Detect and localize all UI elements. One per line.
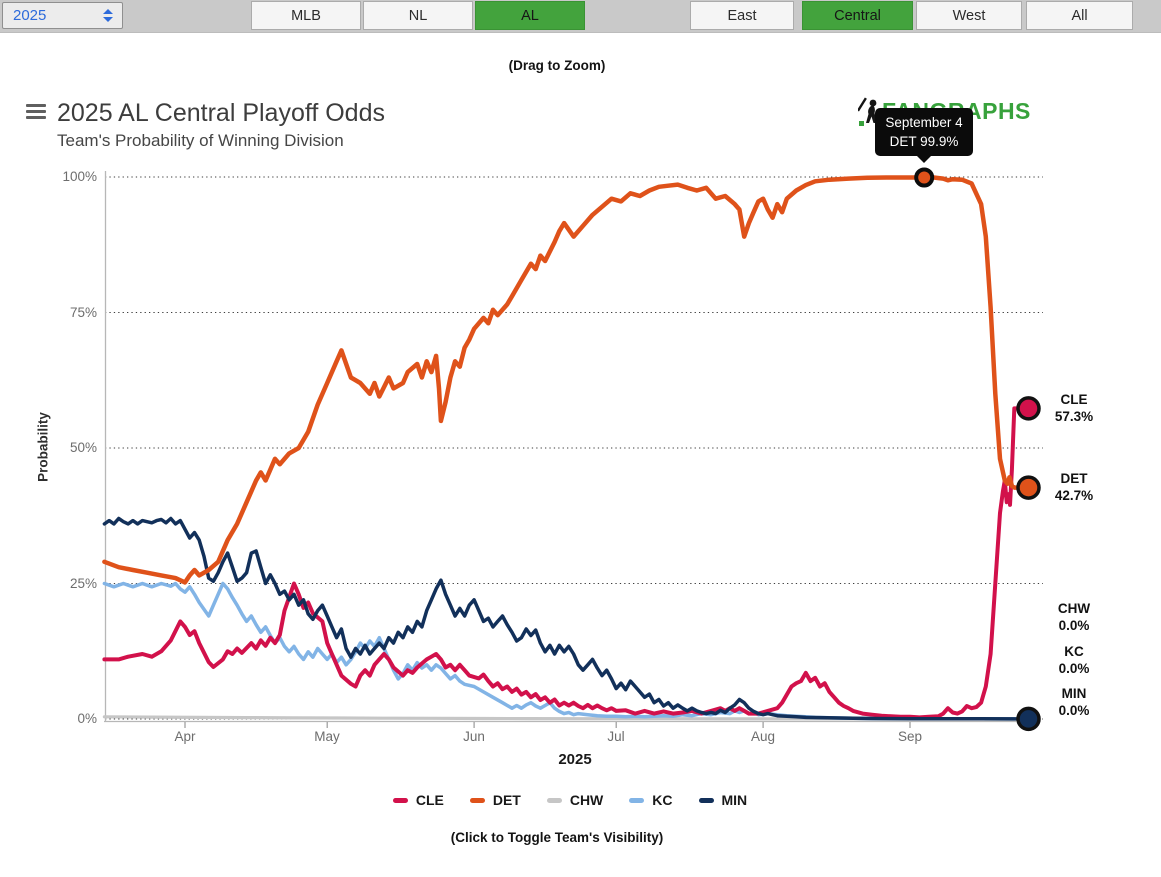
drag-to-zoom-hint: (Drag to Zoom) (508, 58, 606, 73)
hamburger-icon (26, 104, 46, 107)
league-button-mlb[interactable]: MLB (251, 1, 361, 30)
end-label-chw: CHW 0.0% (1057, 601, 1091, 633)
x-tick-label-aug: Aug (750, 729, 776, 744)
x-tick-label-may: May (314, 729, 340, 744)
legend-swatch-min (698, 797, 714, 803)
toggle-visibility-hint: (Click to Toggle Team's Visibility) (450, 830, 664, 845)
division-button-west[interactable]: West (916, 1, 1022, 30)
league-button-nl[interactable]: NL (363, 1, 473, 30)
legend-label-min: MIN (721, 792, 748, 808)
legend-swatch-det (469, 797, 485, 803)
tooltip-pointer (916, 155, 932, 163)
legend-item-min[interactable]: MIN (698, 792, 748, 808)
series-line-kc (102, 581, 1017, 721)
end-marker-min (1016, 706, 1041, 732)
hover-marker (914, 167, 935, 188)
legend-item-det[interactable]: DET (469, 792, 521, 808)
division-button-all[interactable]: All (1026, 1, 1133, 30)
legend-swatch-chw (546, 797, 562, 803)
end-label-cle: CLE 57.3% (1054, 392, 1094, 424)
end-label-min: MIN 0.0% (1058, 686, 1090, 718)
x-tick-label-apr: Apr (174, 729, 196, 744)
tooltip-date: September 4 (885, 115, 963, 130)
y-tick-label-0%: 0% (77, 711, 97, 726)
legend-label-det: DET (492, 792, 521, 808)
chart-tooltip: September 4 DET 99.9% (875, 108, 973, 163)
league-button-al[interactable]: AL (475, 1, 585, 30)
chart-subtitle: Team's Probability of Winning Division (57, 131, 344, 150)
y-tick-label-25%: 25% (69, 576, 97, 591)
series-line-det (102, 175, 1031, 585)
chart-title: 2025 AL Central Playoff Odds (57, 99, 385, 127)
series-line-min (102, 516, 1031, 721)
end-marker-cle (1016, 396, 1041, 421)
season-select-value: 2025 (13, 7, 47, 24)
chart-menu-button[interactable] (26, 104, 46, 121)
legend-swatch-kc (629, 797, 645, 803)
division-button-central[interactable]: Central (802, 1, 913, 30)
y-tick-label-75%: 75% (69, 305, 97, 320)
division-button-east[interactable]: East (690, 1, 794, 30)
legend-item-cle[interactable]: CLE (392, 792, 444, 808)
legend-label-chw: CHW (569, 792, 604, 808)
y-tick-label-50%: 50% (69, 440, 97, 455)
season-select[interactable]: 2025 (2, 2, 123, 29)
x-axis-year-label: 2025 (558, 751, 592, 768)
legend-item-kc[interactable]: KC (629, 792, 673, 808)
y-tick-label-100%: 100% (62, 169, 97, 184)
legend: CLE DET CHW KC MIN (0, 792, 1140, 808)
batter-icon (856, 97, 877, 126)
x-tick-label-jul: Jul (607, 729, 625, 744)
x-tick-label-jun: Jun (463, 729, 485, 744)
x-tick-label-sep: Sep (897, 729, 923, 744)
end-label-det: DET 42.7% (1054, 471, 1094, 503)
series-line-cle (102, 406, 1031, 720)
select-chevron-icon (103, 9, 113, 22)
legend-swatch-cle (392, 797, 408, 803)
end-label-kc: KC 0.0% (1058, 644, 1090, 676)
top-toolbar: 2025 MLB NL AL East Central West All (0, 0, 1161, 33)
legend-label-cle: CLE (415, 792, 444, 808)
legend-label-kc: KC (652, 792, 673, 808)
tooltip-value: DET 99.9% (889, 134, 959, 149)
legend-item-chw[interactable]: CHW (546, 792, 604, 808)
end-marker-det (1016, 475, 1041, 500)
